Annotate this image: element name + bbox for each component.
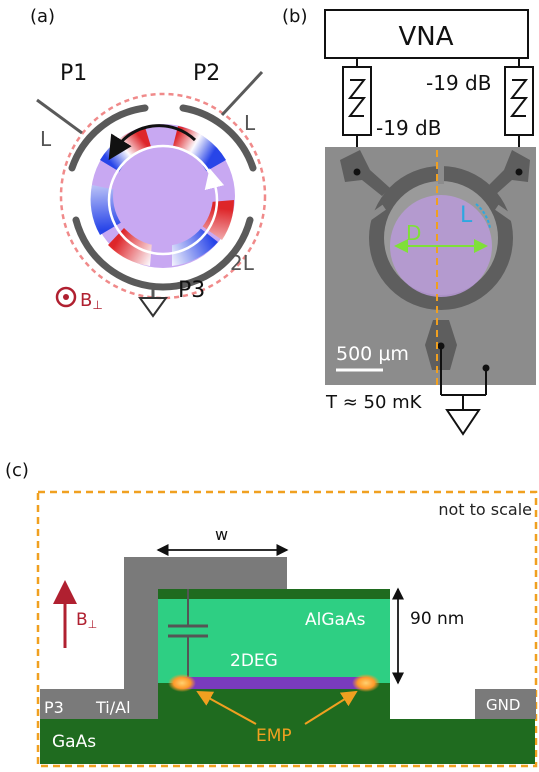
field-label-a: B⊥ — [80, 290, 103, 312]
attenuator-left — [342, 66, 372, 136]
ground-icon — [138, 297, 168, 318]
gate-p3 — [72, 216, 254, 291]
white-loop — [107, 144, 219, 256]
attenuation-right-label: -19 dB — [426, 71, 491, 95]
label-p1: P1 — [60, 61, 87, 86]
emp-arrow-right — [304, 690, 358, 725]
gate-p2 — [179, 104, 257, 172]
vna-box — [324, 9, 529, 59]
label-p3: P3 — [178, 278, 205, 303]
width-label: w — [215, 525, 228, 544]
metal-gate — [40, 557, 287, 719]
mode-pattern — [90, 126, 235, 266]
gaas-substrate — [40, 719, 535, 764]
thickness-label: 90 nm — [410, 609, 464, 629]
label-arm-left: L — [40, 127, 52, 151]
twodeg-label: 2DEG — [230, 651, 278, 671]
micrograph-slit-right — [495, 204, 515, 222]
ground-label: GND — [486, 696, 520, 714]
panel-c-tag: (c) — [5, 460, 29, 481]
field-label-c: B⊥ — [76, 610, 97, 631]
scale-label: 500 μm — [336, 343, 409, 365]
micrograph-slit-left — [366, 204, 386, 222]
gaas-label: GaAs — [52, 732, 96, 752]
attenuation-left-label: -19 dB — [376, 116, 441, 140]
arc-label: L — [460, 203, 473, 228]
edge-channel-ring — [59, 92, 267, 300]
panel-c: (c) not to scale w 90 nm — [5, 460, 538, 768]
white-arrow-icon — [204, 168, 225, 191]
panel-b: (b) VNA -19 dB -19 dB — [282, 6, 536, 436]
panel-a: (a) P1 P2 P3 L L — [30, 6, 267, 318]
ground-icon-b — [445, 409, 481, 436]
cap-layer — [158, 589, 390, 599]
emp-label: EMP — [256, 726, 292, 746]
gate-p1 — [68, 104, 149, 172]
frame — [36, 490, 538, 768]
temperature-label: T ≈ 50 mK — [325, 392, 423, 413]
emp-band — [180, 677, 370, 689]
label-arm-bottom: 2L — [230, 251, 255, 275]
emp-glow-right — [352, 674, 380, 692]
algaas-label: AlGaAs — [305, 610, 366, 630]
diameter-label: D — [406, 221, 421, 245]
note-label: not to scale — [438, 500, 532, 519]
emp-glow-left — [168, 674, 196, 692]
metal-label: Ti/Al — [95, 698, 131, 717]
black-arrow-icon — [108, 124, 197, 161]
ground-contact — [475, 689, 536, 719]
pad-right — [486, 150, 530, 196]
field-out-of-plane-icon — [55, 286, 77, 308]
algaas-layer — [158, 597, 390, 683]
pad-left — [340, 150, 390, 196]
label-arm-right: L — [244, 111, 256, 135]
lead-p1 — [36, 98, 83, 135]
panel-a-tag: (a) — [30, 6, 55, 27]
contact-label: P3 — [44, 698, 64, 717]
label-p2: P2 — [193, 61, 220, 86]
emp-arrow-left — [196, 691, 257, 725]
vna-label: VNA — [398, 22, 453, 52]
arc-length-arrow — [475, 203, 491, 229]
lead-p2 — [220, 70, 264, 117]
attenuator-right — [504, 66, 534, 136]
panel-b-tag: (b) — [282, 6, 307, 27]
